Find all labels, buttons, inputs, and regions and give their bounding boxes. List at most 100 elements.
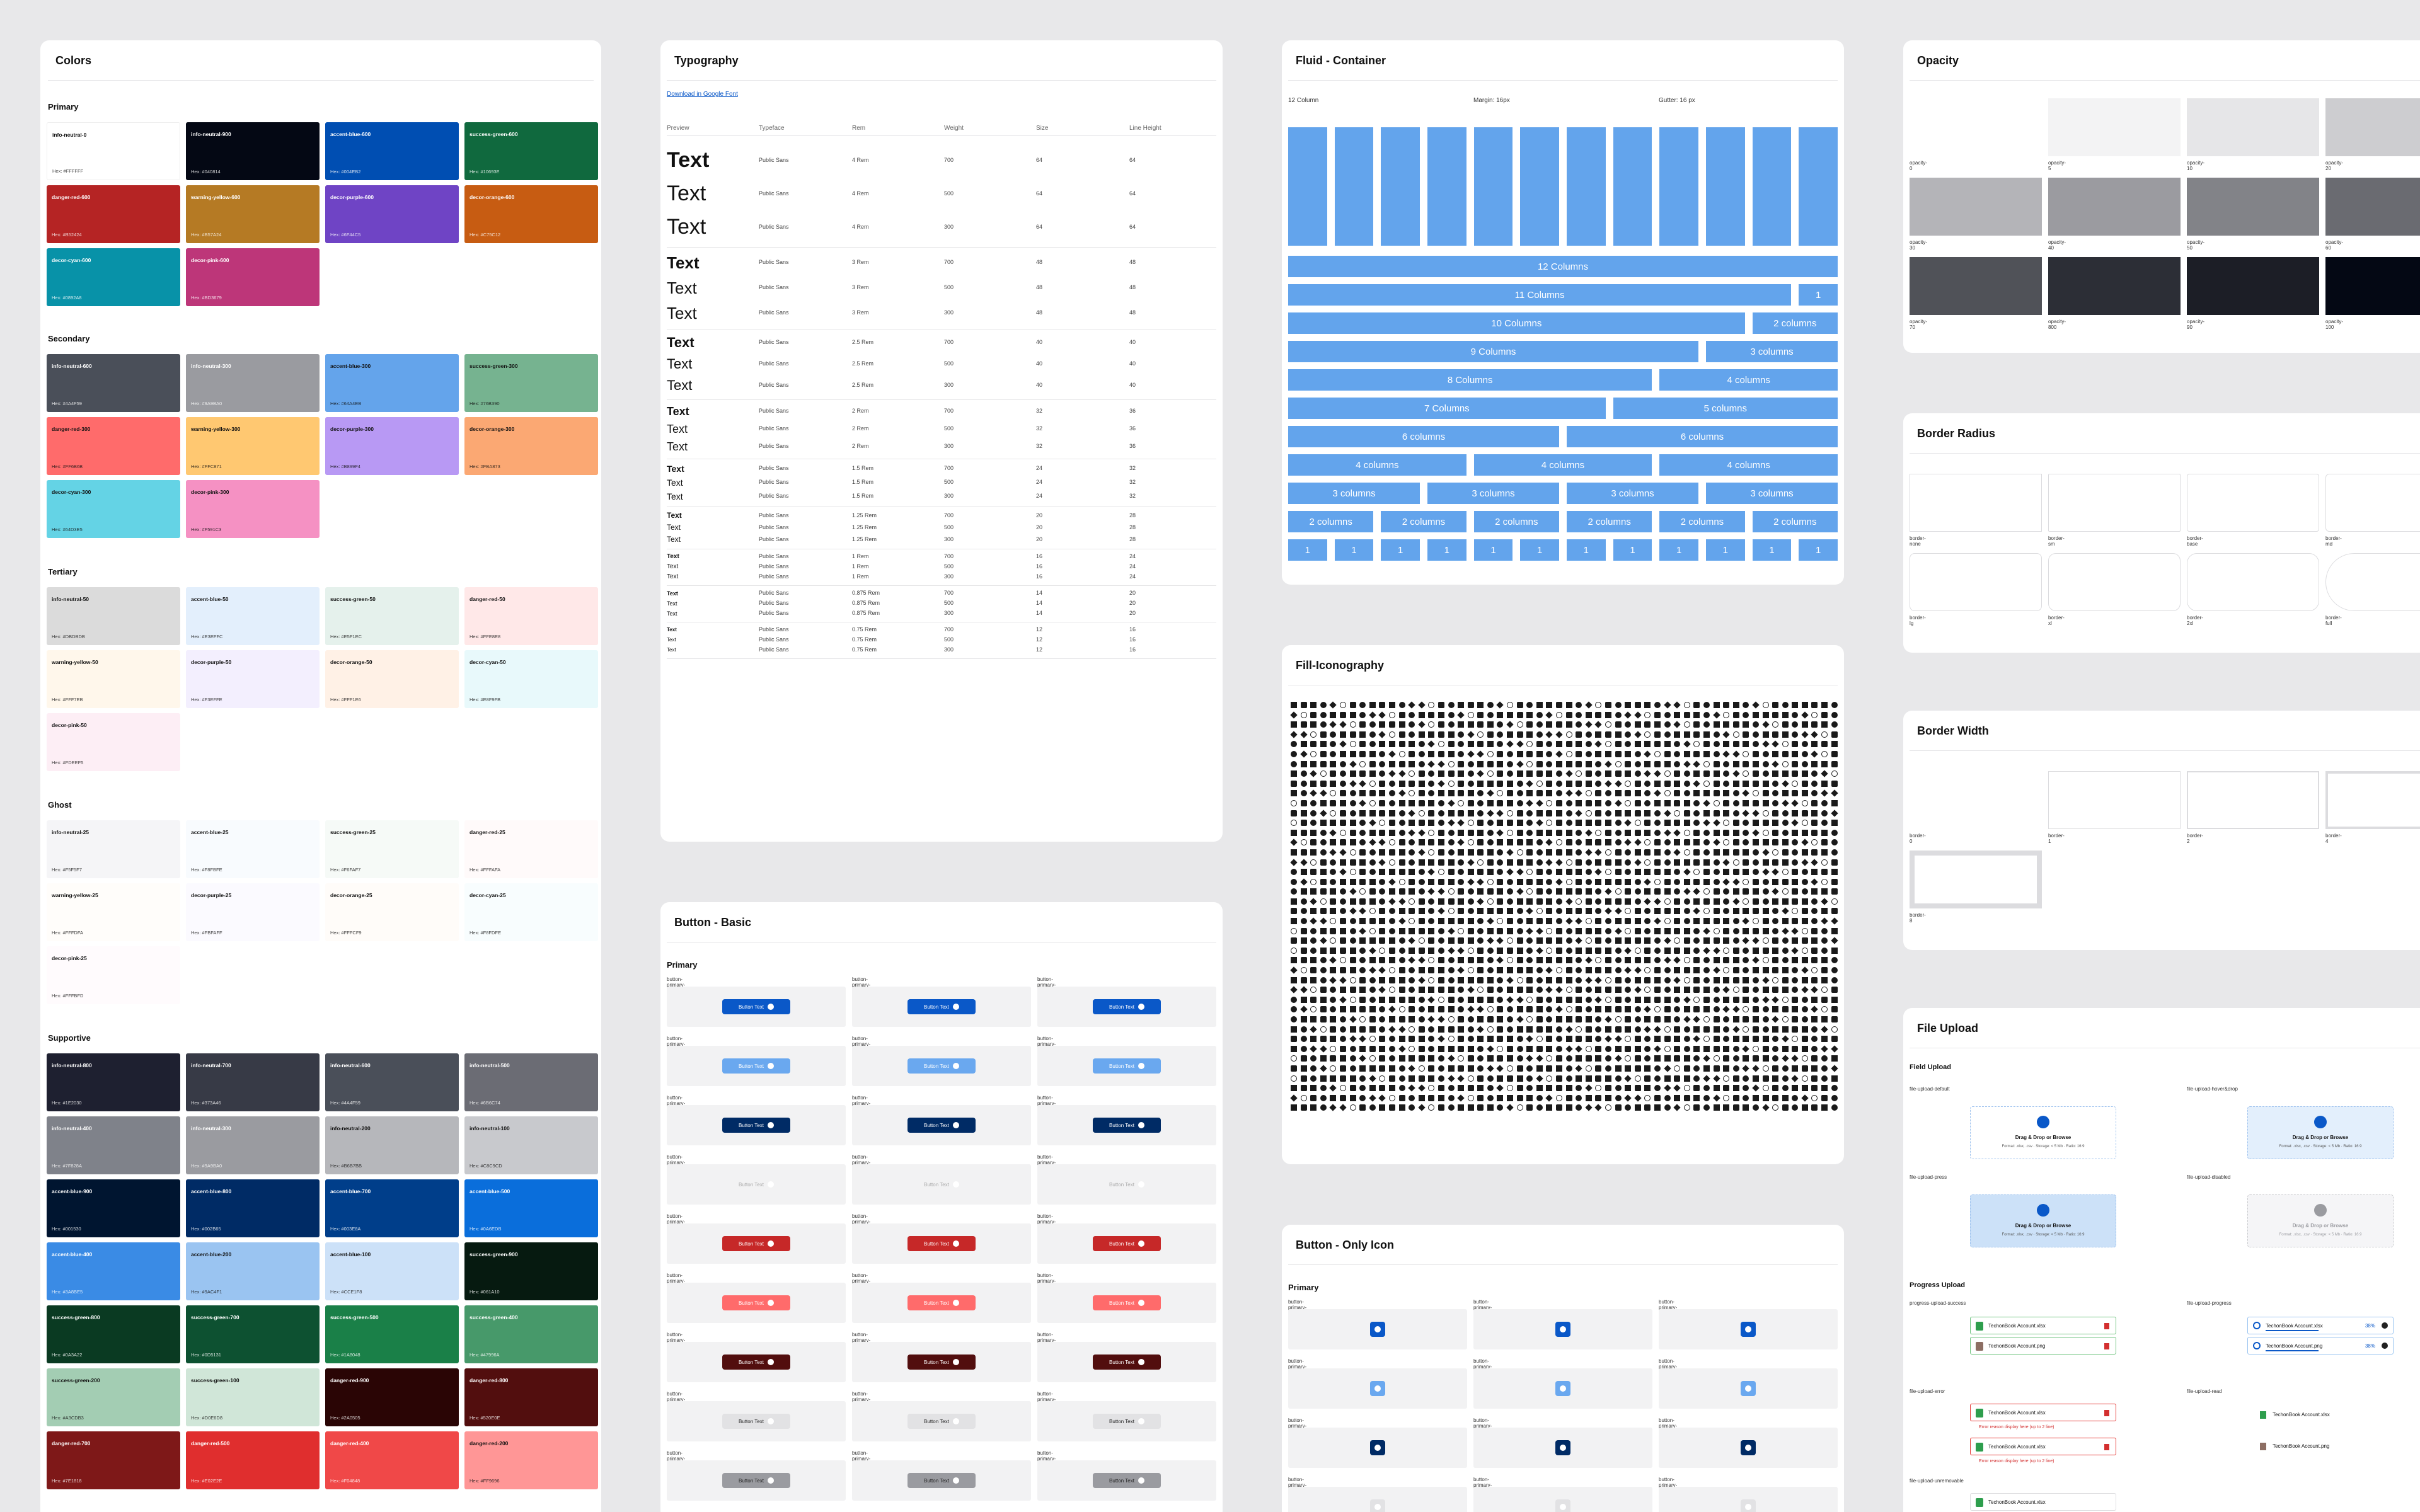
color-swatch[interactable]: danger-red-800 Hex: #520E0E (464, 1368, 598, 1426)
color-swatch[interactable]: info-neutral-800 Hex: #1E2030 (47, 1053, 180, 1111)
primary-button[interactable]: Button Text (908, 1236, 976, 1251)
file-upload-hover-dropzone[interactable]: Drag & Drop or Browse Format: .xlsx, .cs… (2247, 1106, 2394, 1159)
color-swatch[interactable]: info-neutral-300 Hex: #9A9BA0 (186, 1116, 320, 1174)
color-swatch[interactable]: success-green-600 Hex: #10693E (464, 122, 598, 180)
icon-only-button[interactable] (1741, 1440, 1756, 1455)
icon-only-button[interactable] (1555, 1440, 1570, 1455)
color-swatch[interactable]: decor-cyan-300 Hex: #64D3E5 (47, 480, 180, 538)
color-swatch[interactable]: danger-red-25 Hex: #FFFAFA (464, 820, 598, 878)
primary-button[interactable]: Button Text (722, 999, 790, 1014)
color-swatch[interactable]: warning-yellow-600 Hex: #B57A24 (186, 185, 320, 243)
color-swatch[interactable]: decor-purple-300 Hex: #B899F4 (325, 417, 459, 475)
icon-only-button[interactable] (1370, 1499, 1385, 1512)
color-swatch[interactable]: info-neutral-300 Hex: #9A9BA0 (186, 354, 320, 412)
color-swatch[interactable]: danger-red-700 Hex: #7E1818 (47, 1431, 180, 1489)
color-swatch[interactable]: decor-orange-50 Hex: #FFF1E6 (325, 650, 459, 708)
color-swatch[interactable]: decor-cyan-50 Hex: #E8F9FB (464, 650, 598, 708)
color-swatch[interactable]: info-neutral-600 Hex: #4A4F59 (47, 354, 180, 412)
color-swatch[interactable]: accent-blue-25 Hex: #F8FBFE (186, 820, 320, 878)
color-swatch[interactable]: decor-purple-50 Hex: #F3EFFE (186, 650, 320, 708)
primary-button[interactable]: Button Text (1093, 1118, 1161, 1133)
color-swatch[interactable]: decor-pink-300 Hex: #F591C3 (186, 480, 320, 538)
color-swatch[interactable]: info-neutral-600 Hex: #4A4F59 (325, 1053, 459, 1111)
color-swatch[interactable]: danger-red-300 Hex: #FF6B6B (47, 417, 180, 475)
color-swatch[interactable]: decor-orange-600 Hex: #C75C12 (464, 185, 598, 243)
icon-only-button[interactable] (1370, 1322, 1385, 1337)
primary-button[interactable]: Button Text (908, 1118, 976, 1133)
color-swatch[interactable]: info-neutral-0 Hex: #FFFFFF (47, 122, 180, 180)
primary-button[interactable]: Button Text (908, 1354, 976, 1370)
color-swatch[interactable]: accent-blue-200 Hex: #9AC4F1 (186, 1242, 320, 1300)
primary-button[interactable]: Button Text (722, 1295, 790, 1310)
trash-icon[interactable] (2104, 1410, 2109, 1416)
color-swatch[interactable]: accent-blue-800 Hex: #002B65 (186, 1179, 320, 1237)
color-swatch[interactable]: success-green-100 Hex: #D0E6D8 (186, 1368, 320, 1426)
primary-button[interactable]: Button Text (908, 1473, 976, 1488)
icon-only-button[interactable] (1741, 1381, 1756, 1396)
color-swatch[interactable]: success-green-900 Hex: #061A10 (464, 1242, 598, 1300)
file-upload-press-dropzone[interactable]: Drag & Drop or Browse Format: .xlsx, .cs… (1970, 1194, 2116, 1247)
icon-only-button[interactable] (1555, 1381, 1570, 1396)
primary-button[interactable]: Button Text (908, 1295, 976, 1310)
primary-button[interactable]: Button Text (722, 1118, 790, 1133)
color-swatch[interactable]: success-green-25 Hex: #F6FAF7 (325, 820, 459, 878)
color-swatch[interactable]: info-neutral-200 Hex: #B6B7BB (325, 1116, 459, 1174)
trash-icon[interactable] (2104, 1444, 2109, 1450)
primary-button[interactable]: Button Text (1093, 1058, 1161, 1074)
primary-button[interactable]: Button Text (1093, 1473, 1161, 1488)
color-swatch[interactable]: accent-blue-300 Hex: #64A4EB (325, 354, 459, 412)
primary-button[interactable]: Button Text (722, 1473, 790, 1488)
color-swatch[interactable]: accent-blue-50 Hex: #E3EFFC (186, 587, 320, 645)
color-swatch[interactable]: danger-red-600 Hex: #B52424 (47, 185, 180, 243)
icon-only-button[interactable] (1741, 1499, 1756, 1512)
color-swatch[interactable]: danger-red-200 Hex: #FF9696 (464, 1431, 598, 1489)
primary-button[interactable]: Button Text (722, 1058, 790, 1074)
close-icon[interactable] (2382, 1343, 2388, 1349)
color-swatch[interactable]: decor-pink-25 Hex: #FFFBFD (47, 946, 180, 1004)
color-swatch[interactable]: success-green-300 Hex: #76B390 (464, 354, 598, 412)
primary-button[interactable]: Button Text (722, 1354, 790, 1370)
color-swatch[interactable]: info-neutral-700 Hex: #373A46 (186, 1053, 320, 1111)
color-swatch[interactable]: info-neutral-900 Hex: #040814 (186, 122, 320, 180)
color-swatch[interactable]: accent-blue-900 Hex: #001530 (47, 1179, 180, 1237)
color-swatch[interactable]: info-neutral-500 Hex: #6B6C74 (464, 1053, 598, 1111)
primary-button[interactable]: Button Text (1093, 1295, 1161, 1310)
color-swatch[interactable]: accent-blue-100 Hex: #CCE1F8 (325, 1242, 459, 1300)
color-swatch[interactable]: info-neutral-100 Hex: #C8C9CD (464, 1116, 598, 1174)
color-swatch[interactable]: accent-blue-500 Hex: #0A6EDB (464, 1179, 598, 1237)
color-swatch[interactable]: danger-red-900 Hex: #2A0505 (325, 1368, 459, 1426)
color-swatch[interactable]: info-neutral-50 Hex: #DBDBDB (47, 587, 180, 645)
color-swatch[interactable]: danger-red-500 Hex: #E02E2E (186, 1431, 320, 1489)
color-swatch[interactable]: success-green-500 Hex: #1A8048 (325, 1305, 459, 1363)
color-swatch[interactable]: info-neutral-400 Hex: #7F828A (47, 1116, 180, 1174)
color-swatch[interactable]: decor-pink-50 Hex: #FDEEF5 (47, 713, 180, 771)
color-swatch[interactable]: success-green-800 Hex: #0A3A22 (47, 1305, 180, 1363)
color-swatch[interactable]: warning-yellow-25 Hex: #FFFDFA (47, 883, 180, 941)
color-swatch[interactable]: warning-yellow-50 Hex: #FFF7EB (47, 650, 180, 708)
color-swatch[interactable]: success-green-50 Hex: #E5F1EC (325, 587, 459, 645)
close-icon[interactable] (2382, 1322, 2388, 1329)
color-swatch[interactable]: success-green-200 Hex: #A3CDB3 (47, 1368, 180, 1426)
color-swatch[interactable]: accent-blue-700 Hex: #003E8A (325, 1179, 459, 1237)
file-upload-default-dropzone[interactable]: Drag & Drop or Browse Format: .xlsx, .cs… (1970, 1106, 2116, 1159)
primary-button[interactable]: Button Text (908, 1058, 976, 1074)
color-swatch[interactable]: success-green-400 Hex: #47996A (464, 1305, 598, 1363)
download-google-font-link[interactable]: Download in Google Font (667, 91, 738, 98)
primary-button[interactable]: Button Text (908, 1414, 976, 1429)
color-swatch[interactable]: decor-orange-25 Hex: #FFFCF9 (325, 883, 459, 941)
primary-button[interactable]: Button Text (722, 1177, 790, 1192)
icon-only-button[interactable] (1555, 1322, 1570, 1337)
primary-button[interactable]: Button Text (908, 1177, 976, 1192)
color-swatch[interactable]: decor-cyan-600 Hex: #0892A8 (47, 248, 180, 306)
color-swatch[interactable]: accent-blue-600 Hex: #004EB2 (325, 122, 459, 180)
primary-button[interactable]: Button Text (1093, 1354, 1161, 1370)
icon-only-button[interactable] (1741, 1322, 1756, 1337)
color-swatch[interactable]: decor-purple-600 Hex: #6F44C5 (325, 185, 459, 243)
color-swatch[interactable]: decor-pink-600 Hex: #BD3679 (186, 248, 320, 306)
color-swatch[interactable]: danger-red-50 Hex: #FFE8E8 (464, 587, 598, 645)
primary-button[interactable]: Button Text (908, 999, 976, 1014)
trash-icon[interactable] (2104, 1323, 2109, 1329)
color-swatch[interactable]: decor-orange-300 Hex: #FBA873 (464, 417, 598, 475)
primary-button[interactable]: Button Text (1093, 999, 1161, 1014)
primary-button[interactable]: Button Text (1093, 1414, 1161, 1429)
